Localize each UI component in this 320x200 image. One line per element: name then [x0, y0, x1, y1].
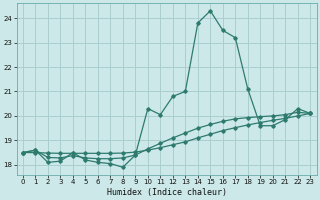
X-axis label: Humidex (Indice chaleur): Humidex (Indice chaleur): [107, 188, 227, 197]
